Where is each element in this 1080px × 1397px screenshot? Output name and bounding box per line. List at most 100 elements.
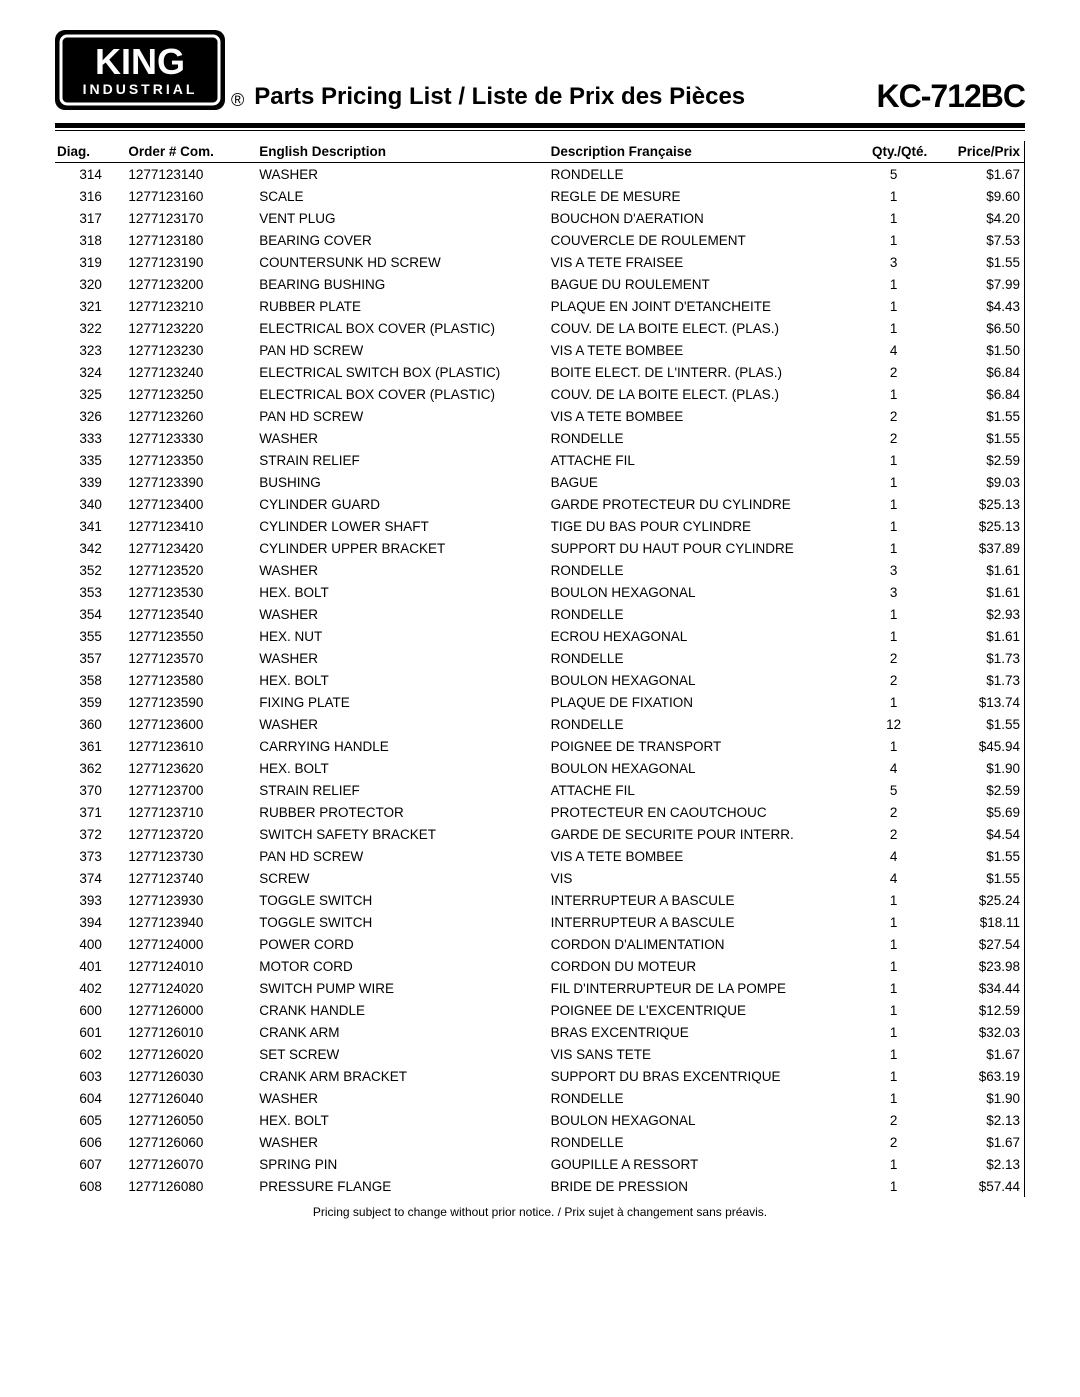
cell-qty: 1 — [858, 1065, 929, 1087]
cell-order: 1277123240 — [126, 361, 257, 383]
table-row: 3571277123570WASHERRONDELLE2$1.73 — [55, 647, 1025, 669]
cell-diag: 606 — [55, 1131, 126, 1153]
cell-en: BUSHING — [257, 471, 548, 493]
cell-qty: 2 — [858, 1131, 929, 1153]
cell-diag: 341 — [55, 515, 126, 537]
cell-fr: COUV. DE LA BOITE ELECT. (PLAS.) — [549, 317, 858, 339]
cell-diag: 340 — [55, 493, 126, 515]
cell-diag: 320 — [55, 273, 126, 295]
cell-price: $9.60 — [929, 185, 1024, 207]
table-row: 3401277123400CYLINDER GUARDGARDE PROTECT… — [55, 493, 1025, 515]
cell-fr: SUPPORT DU HAUT POUR CYLINDRE — [549, 537, 858, 559]
cell-en: CARRYING HANDLE — [257, 735, 548, 757]
cell-order: 1277123400 — [126, 493, 257, 515]
cell-diag: 372 — [55, 823, 126, 845]
cell-order: 1277124000 — [126, 933, 257, 955]
col-qty: Qty./Qté. — [858, 141, 929, 163]
cell-fr: POIGNEE DE TRANSPORT — [549, 735, 858, 757]
cell-price: $1.50 — [929, 339, 1024, 361]
cell-price: $7.53 — [929, 229, 1024, 251]
cell-order: 1277123220 — [126, 317, 257, 339]
cell-qty: 1 — [858, 471, 929, 493]
cell-qty: 1 — [858, 537, 929, 559]
cell-diag: 393 — [55, 889, 126, 911]
cell-diag: 608 — [55, 1175, 126, 1197]
cell-order: 1277123330 — [126, 427, 257, 449]
cell-en: SPRING PIN — [257, 1153, 548, 1175]
cell-qty: 1 — [858, 977, 929, 999]
table-row: 6071277126070SPRING PINGOUPILLE A RESSOR… — [55, 1153, 1025, 1175]
cell-qty: 1 — [858, 625, 929, 647]
cell-price: $57.44 — [929, 1175, 1024, 1197]
cell-en: PAN HD SCREW — [257, 845, 548, 867]
cell-en: PAN HD SCREW — [257, 339, 548, 361]
cell-order: 1277123350 — [126, 449, 257, 471]
cell-order: 1277124020 — [126, 977, 257, 999]
cell-order: 1277123600 — [126, 713, 257, 735]
cell-en: HEX. BOLT — [257, 1109, 548, 1131]
cell-diag: 319 — [55, 251, 126, 273]
cell-qty: 1 — [858, 999, 929, 1021]
table-row: 3611277123610CARRYING HANDLEPOIGNEE DE T… — [55, 735, 1025, 757]
cell-order: 1277123540 — [126, 603, 257, 625]
cell-fr: RONDELLE — [549, 1131, 858, 1153]
cell-order: 1277123700 — [126, 779, 257, 801]
cell-order: 1277123190 — [126, 251, 257, 273]
cell-order: 1277123570 — [126, 647, 257, 669]
cell-price: $1.67 — [929, 163, 1024, 186]
cell-fr: VIS SANS TETE — [549, 1043, 858, 1065]
cell-qty: 1 — [858, 933, 929, 955]
cell-diag: 402 — [55, 977, 126, 999]
cell-diag: 362 — [55, 757, 126, 779]
cell-order: 1277123410 — [126, 515, 257, 537]
cell-diag: 316 — [55, 185, 126, 207]
cell-order: 1277123720 — [126, 823, 257, 845]
table-row: 3351277123350STRAIN RELIEFATTACHE FIL1$2… — [55, 449, 1025, 471]
cell-en: SCREW — [257, 867, 548, 889]
cell-en: VENT PLUG — [257, 207, 548, 229]
cell-order: 1277126050 — [126, 1109, 257, 1131]
cell-diag: 321 — [55, 295, 126, 317]
cell-en: WASHER — [257, 603, 548, 625]
table-row: 6051277126050HEX. BOLTBOULON HEXAGONAL2$… — [55, 1109, 1025, 1131]
cell-qty: 1 — [858, 1021, 929, 1043]
cell-en: WASHER — [257, 163, 548, 186]
cell-en: FIXING PLATE — [257, 691, 548, 713]
cell-order: 1277123530 — [126, 581, 257, 603]
cell-fr: CORDON DU MOTEUR — [549, 955, 858, 977]
table-row: 3411277123410CYLINDER LOWER SHAFTTIGE DU… — [55, 515, 1025, 537]
cell-fr: BOULON HEXAGONAL — [549, 757, 858, 779]
cell-price: $4.54 — [929, 823, 1024, 845]
cell-fr: INTERRUPTEUR A BASCULE — [549, 889, 858, 911]
cell-fr: RONDELLE — [549, 163, 858, 186]
cell-fr: BOULON HEXAGONAL — [549, 581, 858, 603]
col-price: Price/Prix — [929, 141, 1024, 163]
table-row: 3201277123200BEARING BUSHINGBAGUE DU ROU… — [55, 273, 1025, 295]
cell-qty: 4 — [858, 867, 929, 889]
cell-price: $25.13 — [929, 515, 1024, 537]
cell-price: $1.90 — [929, 757, 1024, 779]
cell-order: 1277123160 — [126, 185, 257, 207]
cell-fr: BAGUE DU ROULEMENT — [549, 273, 858, 295]
table-row: 3701277123700STRAIN RELIEFATTACHE FIL5$2… — [55, 779, 1025, 801]
cell-price: $25.13 — [929, 493, 1024, 515]
table-row: 3241277123240ELECTRICAL SWITCH BOX (PLAS… — [55, 361, 1025, 383]
cell-en: BEARING COVER — [257, 229, 548, 251]
cell-qty: 3 — [858, 251, 929, 273]
cell-fr: PLAQUE DE FIXATION — [549, 691, 858, 713]
cell-order: 1277123520 — [126, 559, 257, 581]
cell-fr: RONDELLE — [549, 647, 858, 669]
table-row: 6061277126060WASHERRONDELLE2$1.67 — [55, 1131, 1025, 1153]
cell-qty: 2 — [858, 801, 929, 823]
cell-en: SWITCH SAFETY BRACKET — [257, 823, 548, 845]
table-row: 6081277126080PRESSURE FLANGEBRIDE DE PRE… — [55, 1175, 1025, 1197]
cell-price: $25.24 — [929, 889, 1024, 911]
table-row: 6011277126010CRANK ARMBRAS EXCENTRIQUE1$… — [55, 1021, 1025, 1043]
cell-diag: 322 — [55, 317, 126, 339]
cell-price: $34.44 — [929, 977, 1024, 999]
cell-diag: 353 — [55, 581, 126, 603]
table-row: 3331277123330WASHERRONDELLE2$1.55 — [55, 427, 1025, 449]
model-number: KC-712BC — [877, 78, 1025, 115]
cell-price: $45.94 — [929, 735, 1024, 757]
cell-fr: COUV. DE LA BOITE ELECT. (PLAS.) — [549, 383, 858, 405]
